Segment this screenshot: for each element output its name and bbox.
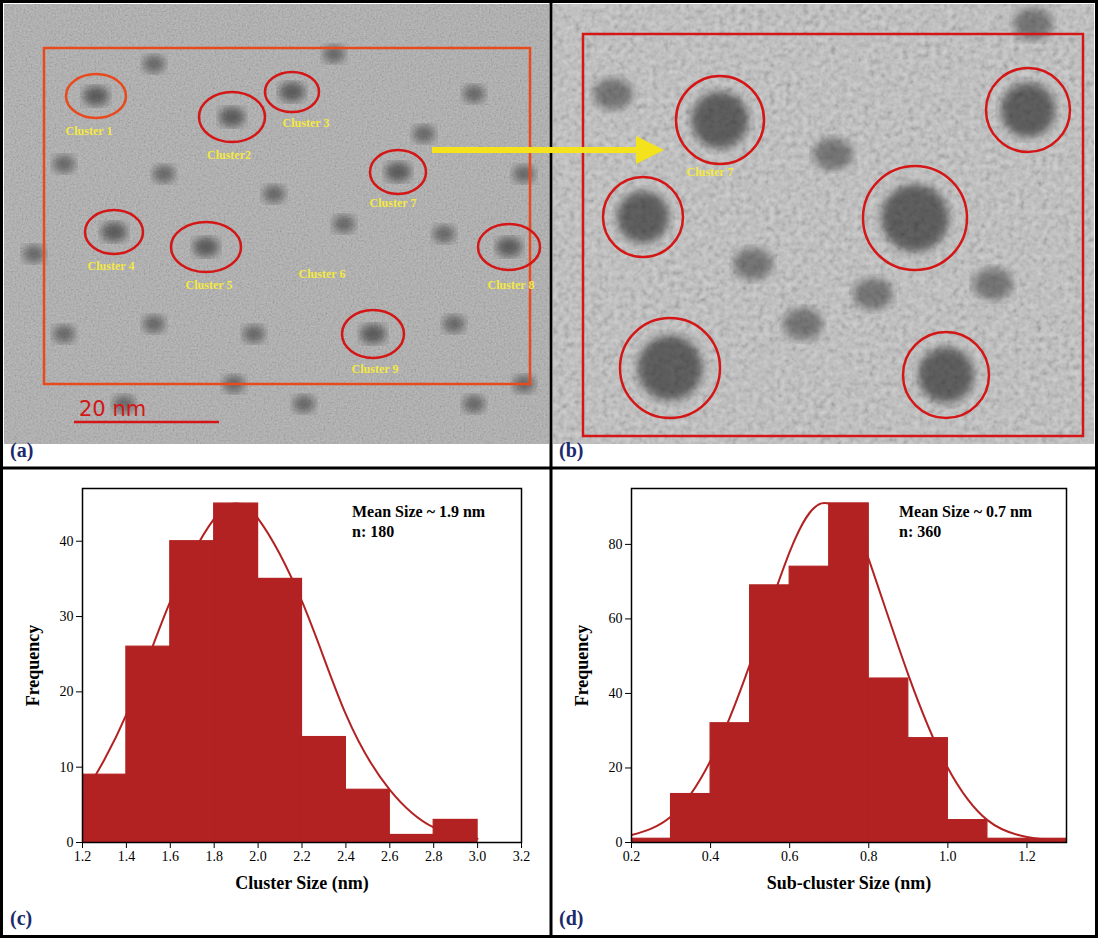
svg-text:0.2: 0.2: [623, 849, 641, 864]
svg-text:Frequency: Frequency: [572, 625, 592, 707]
svg-text:Cluster 7: Cluster 7: [687, 165, 734, 179]
svg-text:20 nm: 20 nm: [79, 397, 146, 421]
svg-text:0: 0: [616, 835, 623, 850]
svg-text:1.0: 1.0: [939, 849, 957, 864]
svg-text:0.6: 0.6: [781, 849, 799, 864]
svg-text:Cluster 7: Cluster 7: [370, 196, 417, 210]
svg-text:10: 10: [60, 760, 74, 775]
html-text:(d): (d): [559, 907, 584, 929]
svg-text:2.4: 2.4: [337, 849, 355, 864]
svg-text:20: 20: [609, 760, 623, 775]
svg-text:3.2: 3.2: [513, 849, 531, 864]
svg-text:Mean Size ~ 1.9 nmn: 180: Mean Size ~ 1.9 nmn: 180: [352, 503, 486, 540]
svg-text:1.2: 1.2: [1018, 849, 1036, 864]
svg-text:1.8: 1.8: [205, 849, 223, 864]
svg-text:40: 40: [609, 686, 623, 701]
svg-text:Cluster Size (nm): Cluster Size (nm): [235, 873, 369, 894]
svg-text:Cluster 1: Cluster 1: [66, 124, 113, 138]
svg-text:2.0: 2.0: [249, 849, 267, 864]
svg-text:Cluster 8: Cluster 8: [488, 278, 535, 292]
svg-text:2.8: 2.8: [425, 849, 443, 864]
svg-text:Cluster 6: Cluster 6: [299, 267, 346, 281]
html-text:(a): (a): [10, 439, 34, 461]
svg-text:Mean Size ~ 0.7 nmn: 360: Mean Size ~ 0.7 nmn: 360: [899, 503, 1033, 540]
html-text:(b): (b): [559, 439, 584, 461]
svg-text:Cluster2: Cluster2: [207, 148, 251, 162]
svg-text:30: 30: [60, 609, 74, 624]
svg-text:3.0: 3.0: [469, 849, 487, 864]
svg-text:1.2: 1.2: [74, 849, 92, 864]
svg-text:20: 20: [60, 684, 74, 699]
svg-text:Cluster 9: Cluster 9: [352, 362, 399, 376]
svg-text:0.8: 0.8: [860, 849, 878, 864]
svg-text:2.2: 2.2: [293, 849, 311, 864]
svg-text:2.6: 2.6: [381, 849, 399, 864]
svg-text:Cluster 4: Cluster 4: [88, 259, 135, 273]
svg-text:1.4: 1.4: [118, 849, 135, 864]
svg-text:80: 80: [609, 537, 623, 552]
svg-text:40: 40: [60, 534, 74, 549]
svg-text:1.6: 1.6: [162, 849, 180, 864]
svg-text:0: 0: [67, 835, 74, 850]
html-text:(c): (c): [10, 907, 33, 929]
svg-text:60: 60: [609, 611, 623, 626]
svg-text:0.4: 0.4: [702, 849, 720, 864]
svg-text:Cluster 3: Cluster 3: [283, 116, 330, 130]
svg-text:Cluster 5: Cluster 5: [186, 278, 233, 292]
svg-text:Sub-cluster Size (nm): Sub-cluster Size (nm): [767, 873, 932, 894]
svg-text:Frequency: Frequency: [23, 625, 43, 707]
